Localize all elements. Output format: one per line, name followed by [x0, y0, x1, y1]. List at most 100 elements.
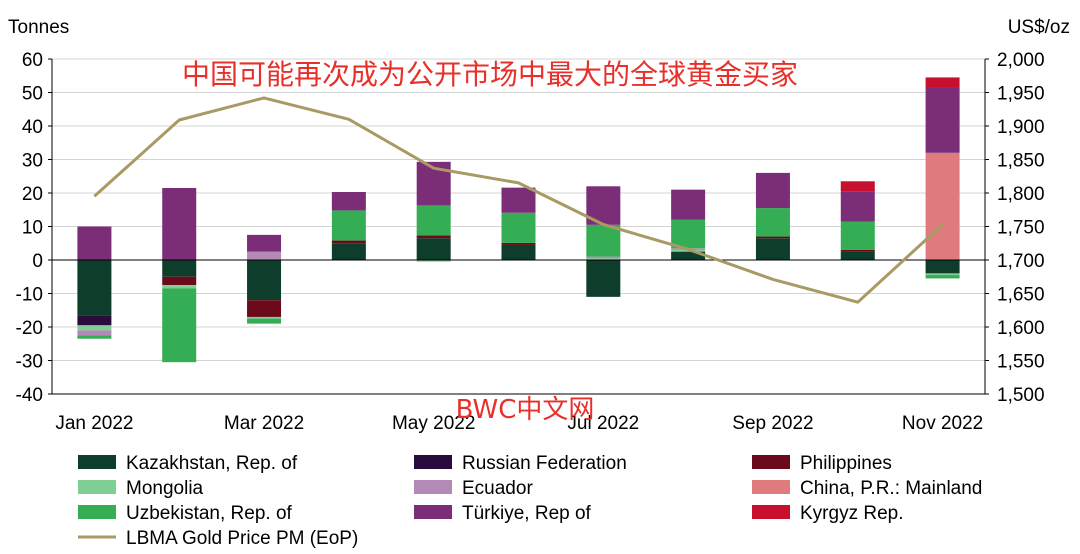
bar-uzbekistan-rep-of [501, 212, 536, 243]
bar-t-rkiye-rep-of [925, 87, 960, 153]
legend-label: Uzbekistan, Rep. of [126, 503, 293, 524]
x-tick-label: Nov 2022 [902, 413, 983, 434]
bar-kazakhstan-rep-of [671, 251, 706, 260]
y2-tick-label: 1,550 [997, 352, 1045, 373]
bar-philippines [162, 276, 197, 286]
y2-tick-label: 1,650 [997, 285, 1045, 306]
x-tick-label: May 2022 [392, 413, 475, 434]
legend-item-russian-federation: Russian Federation [414, 453, 627, 474]
y2-tick-label: 1,800 [997, 184, 1045, 205]
bar-kazakhstan-rep-of [247, 260, 282, 301]
watermark: BWC中文网 [456, 395, 595, 425]
x-tick-label: Jan 2022 [55, 413, 133, 434]
bar-t-rkiye-rep-of [671, 189, 706, 220]
legend-swatch [752, 455, 790, 469]
legend-item-kazakhstan-rep-of: Kazakhstan, Rep. of [78, 453, 298, 474]
legend-item-mongolia: Mongolia [78, 478, 204, 499]
legend-item-ecuador: Ecuador [414, 478, 533, 499]
overlay-title: 中国可能再次成为公开市场中最大的全球黄金买家 [182, 58, 798, 91]
x-tick-label: Mar 2022 [224, 413, 304, 434]
legend-label: Mongolia [126, 478, 204, 499]
bar-uzbekistan-rep-of [586, 224, 621, 257]
legend-item-lbma-gold-price-pm-eop: LBMA Gold Price PM (EoP) [78, 528, 358, 549]
bar-uzbekistan-rep-of [671, 219, 706, 249]
legend-swatch [78, 455, 116, 469]
bar-t-rkiye-rep-of [331, 191, 366, 211]
y-tick-label: 0 [32, 251, 43, 272]
bar-ecuador [586, 256, 621, 259]
y2-tick-label: 1,600 [997, 318, 1045, 339]
bar-uzbekistan-rep-of [247, 318, 282, 324]
y-tick-label: 10 [22, 218, 43, 239]
legend-swatch [752, 505, 790, 519]
legend-label: Kyrgyz Rep. [800, 503, 903, 524]
right-axis-label: US$/oz [1008, 17, 1070, 38]
y2-tick-label: 1,500 [997, 385, 1045, 406]
y-tick-label: -20 [16, 318, 43, 339]
y2-tick-label: 1,950 [997, 84, 1045, 105]
legend-item-philippines: Philippines [752, 453, 892, 474]
bar-philippines [840, 249, 875, 252]
bars [77, 77, 960, 363]
bar-philippines [331, 240, 366, 244]
bar-kazakhstan-rep-of [416, 238, 451, 260]
legend-swatch [78, 505, 116, 519]
bar-uzbekistan-rep-of [925, 275, 960, 279]
bar-kyrgyz-rep [840, 181, 875, 192]
bar-ecuador [77, 330, 112, 336]
legend-label: Türkiye, Rep of [462, 503, 592, 524]
bar-ecuador [247, 251, 282, 260]
legend-swatch [414, 480, 452, 494]
y-tick-label: 20 [22, 184, 43, 205]
axes: 60 50 40 30 20 10 0 -10 -20 -30 -40 2,000 1,950 1,900… [16, 50, 1045, 434]
y-tick-label: 40 [22, 117, 43, 138]
y-tick-label: -10 [16, 285, 43, 306]
bar-uzbekistan-rep-of [840, 221, 875, 250]
bar-kazakhstan-rep-of [586, 260, 621, 297]
y2-tick-label: 1,900 [997, 117, 1045, 138]
y-tick-label: 60 [22, 50, 43, 71]
legend-item-kyrgyz-rep: Kyrgyz Rep. [752, 503, 903, 524]
y-tick-label: 30 [22, 151, 43, 172]
bar-kazakhstan-rep-of [925, 260, 960, 274]
bar-t-rkiye-rep-of [840, 191, 875, 222]
legend-swatch [414, 505, 452, 519]
bar-kazakhstan-rep-of [331, 243, 366, 260]
price-line [93, 96, 944, 304]
bar-uzbekistan-rep-of [77, 335, 112, 339]
y2-tick-label: 1,850 [997, 151, 1045, 172]
x-tick-label: Jul 2022 [567, 413, 639, 434]
legend: Kazakhstan, Rep. of Russian Federation Phi… [78, 453, 982, 549]
bar-mongolia [247, 316, 282, 319]
bar-philippines [755, 236, 790, 239]
bar-philippines [501, 242, 536, 245]
bar-philippines [247, 300, 282, 317]
bar-mongolia [586, 258, 621, 260]
legend-label: LBMA Gold Price PM (EoP) [126, 528, 358, 549]
bar-t-rkiye-rep-of [501, 187, 536, 213]
legend-item-uzbekistan-rep-of: Uzbekistan, Rep. of [78, 503, 293, 524]
bar-mongolia [162, 285, 197, 289]
bar-t-rkiye-rep-of [162, 187, 197, 260]
legend-label: China, P.R.: Mainland [800, 478, 982, 499]
bar-uzbekistan-rep-of [755, 208, 790, 237]
y-tick-label: -30 [16, 352, 43, 373]
bar-mongolia [416, 260, 451, 262]
bar-kazakhstan-rep-of [755, 238, 790, 260]
legend-swatch [414, 455, 452, 469]
bar-kazakhstan-rep-of [162, 260, 197, 277]
legend-swatch [78, 480, 116, 494]
bar-uzbekistan-rep-of [331, 210, 366, 241]
bar-russian-federation [77, 315, 112, 326]
legend-label: Ecuador [462, 478, 533, 499]
bar-uzbekistan-rep-of [162, 288, 197, 363]
bar-kazakhstan-rep-of [77, 260, 112, 316]
y-tick-label: -40 [16, 385, 43, 406]
bar-china-p-r-mainland [925, 152, 960, 260]
legend-label: Philippines [800, 453, 892, 474]
bar-kazakhstan-rep-of [501, 244, 536, 260]
legend-swatch [752, 480, 790, 494]
bar-kazakhstan-rep-of [840, 251, 875, 260]
legend-label: Kazakhstan, Rep. of [126, 453, 298, 474]
